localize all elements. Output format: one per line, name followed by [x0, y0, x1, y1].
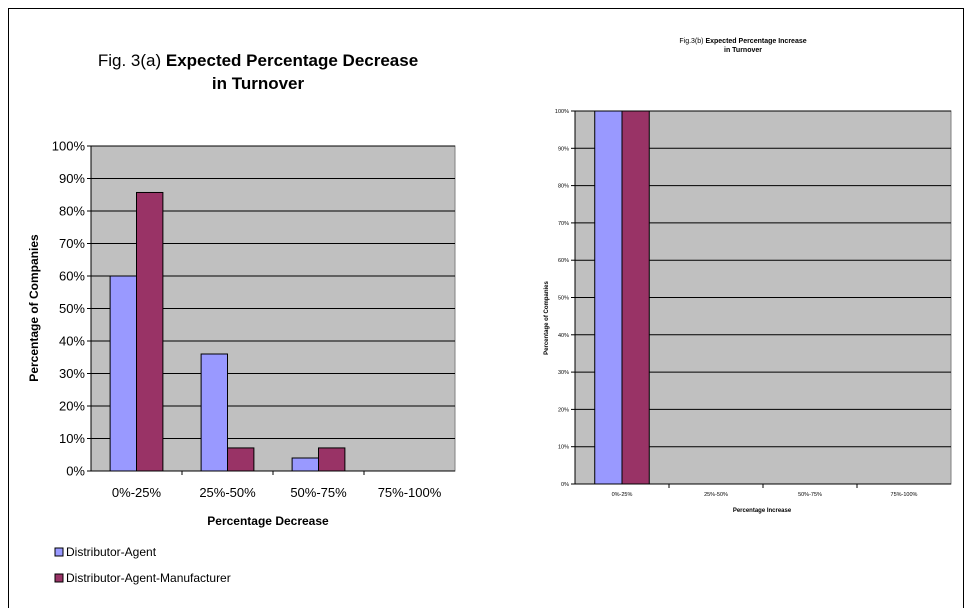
charts-canvas: Fig. 3(a) Expected Percentage Decrease i…: [27, 38, 952, 585]
chart-3b-x-tick-label: 50%-75%: [798, 492, 822, 498]
chart-3a-x-axis-label: Percentage Decrease: [207, 514, 329, 528]
chart-3a-bar-s2-1: [227, 447, 255, 472]
chart-3a-x-tick-label: 0%-25%: [112, 485, 162, 500]
chart-3b-bar-s1-0: [594, 110, 623, 485]
chart-3b-y-tick-label: 50%: [558, 295, 569, 301]
chart-3b-title-line2: in Turnover: [724, 47, 762, 54]
legend-label-distributor-agent-manufacturer: Distributor-Agent-Manufacturer: [66, 571, 231, 585]
chart-3a-title-line2: in Turnover: [212, 74, 305, 93]
chart-3a-x-tick-label: 75%-100%: [378, 485, 442, 500]
chart-3a: Fig. 3(a) Expected Percentage Decrease i…: [27, 51, 456, 585]
chart-3a-y-tick-label: 20%: [59, 399, 85, 414]
chart-3a-y-tick-label: 60%: [59, 269, 85, 284]
chart-3a-y-tick-label: 40%: [59, 334, 85, 349]
chart-3a-y-tick-label: 10%: [59, 431, 85, 446]
chart-3b-y-tick-label: 100%: [555, 109, 569, 115]
chart-3b-title-line1: Fig.3(b) Expected Percentage Increase: [679, 38, 806, 45]
chart-3b-bar-s2-0: [621, 110, 650, 485]
chart-3a-bar-s1-1: [200, 353, 228, 472]
chart-3a-y-tick-label: 80%: [59, 204, 85, 219]
chart-3b: Fig.3(b) Expected Percentage Increase in…: [544, 38, 952, 514]
chart-3a-bar-s1-0: [109, 275, 137, 472]
chart-3b-y-tick-label: 60%: [558, 258, 569, 264]
chart-3a-bar-s2-0: [136, 191, 164, 472]
chart-3a-y-tick-label: 100%: [52, 139, 86, 154]
chart-3b-x-tick-label: 75%-100%: [891, 492, 918, 498]
chart-3b-y-axis-label: Percentage of Companies: [544, 280, 550, 354]
chart-3a-y-tick-label: 70%: [59, 236, 85, 251]
chart-3b-y-tick-label: 20%: [558, 407, 569, 413]
chart-3a-title-line1: Fig. 3(a) Expected Percentage Decrease: [98, 51, 418, 70]
legend-label-distributor-agent: Distributor-Agent: [66, 545, 157, 559]
figure-frame: [8, 8, 964, 608]
chart-3b-title-bold: Expected Percentage Increase: [705, 38, 806, 45]
chart-3a-y-tick-label: 90%: [59, 171, 85, 186]
chart-3b-x-tick-label: 25%-50%: [704, 492, 728, 498]
chart-3b-x-axis-label: Percentage Increase: [733, 508, 792, 514]
chart-3b-y-tick-label: 70%: [558, 221, 569, 227]
legend-swatch-distributor-agent: [54, 547, 64, 557]
chart-3a-plot: 0% 10% 20% 30% 40% 50% 60% 70% 80% 90% 100% 0%-25% 2…: [52, 139, 456, 500]
chart-3a-x-tick-label: 25%-50%: [199, 485, 256, 500]
chart-3b-y-tick-label: 0%: [561, 482, 569, 488]
chart-3a-y-tick-label: 0%: [66, 464, 85, 479]
chart-3b-title-prefix: Fig.3(b): [679, 38, 703, 45]
chart-3b-y-tick-label: 30%: [558, 370, 569, 376]
legend-swatch-distributor-agent-manufacturer: [54, 573, 64, 583]
chart-3a-y-tick-label: 30%: [59, 366, 85, 381]
chart-3a-y-tick-label: 50%: [59, 301, 85, 316]
chart-3a-bar-s1-2: [291, 457, 319, 472]
chart-3b-y-tick-label: 40%: [558, 333, 569, 339]
chart-3a-title-bold: Expected Percentage Decrease: [166, 51, 418, 70]
chart-3b-y-tick-label: 80%: [558, 184, 569, 190]
chart-3b-x-tick-label: 0%-25%: [612, 492, 633, 498]
chart-3a-title-prefix: Fig. 3(a): [98, 51, 161, 70]
chart-3b-y-tick-label: 90%: [558, 146, 569, 152]
chart-3b-plot: 0% 10% 20% 30% 40% 50% 60% 70% 80% 90% 100% 0%-25% 2…: [555, 109, 952, 498]
chart-3a-y-axis-label: Percentage of Companies: [27, 234, 41, 382]
chart-3a-legend: Distributor-Agent Distributor-Agent-Manu…: [54, 545, 231, 585]
chart-3a-bar-s2-2: [318, 447, 346, 472]
chart-3b-y-tick-label: 10%: [558, 445, 569, 451]
chart-3a-x-tick-label: 50%-75%: [290, 485, 347, 500]
